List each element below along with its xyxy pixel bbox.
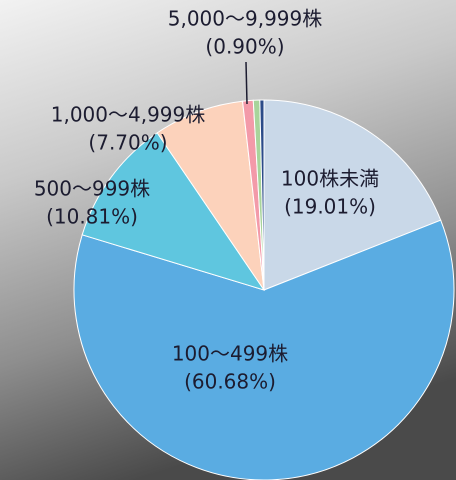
pie bbox=[74, 100, 454, 480]
category-label: 100株未満 bbox=[281, 167, 379, 191]
category-label: 1,000～4,999株 bbox=[51, 103, 206, 127]
category-label: 5,000～9,999株 bbox=[168, 7, 323, 31]
leader-line bbox=[246, 62, 247, 104]
value-label: (60.68%) bbox=[184, 370, 276, 394]
value-label: (7.70%) bbox=[88, 131, 167, 155]
value-label: (10.81%) bbox=[46, 205, 138, 229]
category-label: 100～499株 bbox=[172, 342, 288, 366]
chart: 100株未満 (19.01%) 100～499株 (60.68%) 500～999株 (1… bbox=[0, 0, 456, 480]
value-label: (0.90%) bbox=[205, 35, 284, 59]
category-label: 500～999株 bbox=[34, 177, 150, 201]
value-label: (19.01%) bbox=[284, 195, 376, 219]
